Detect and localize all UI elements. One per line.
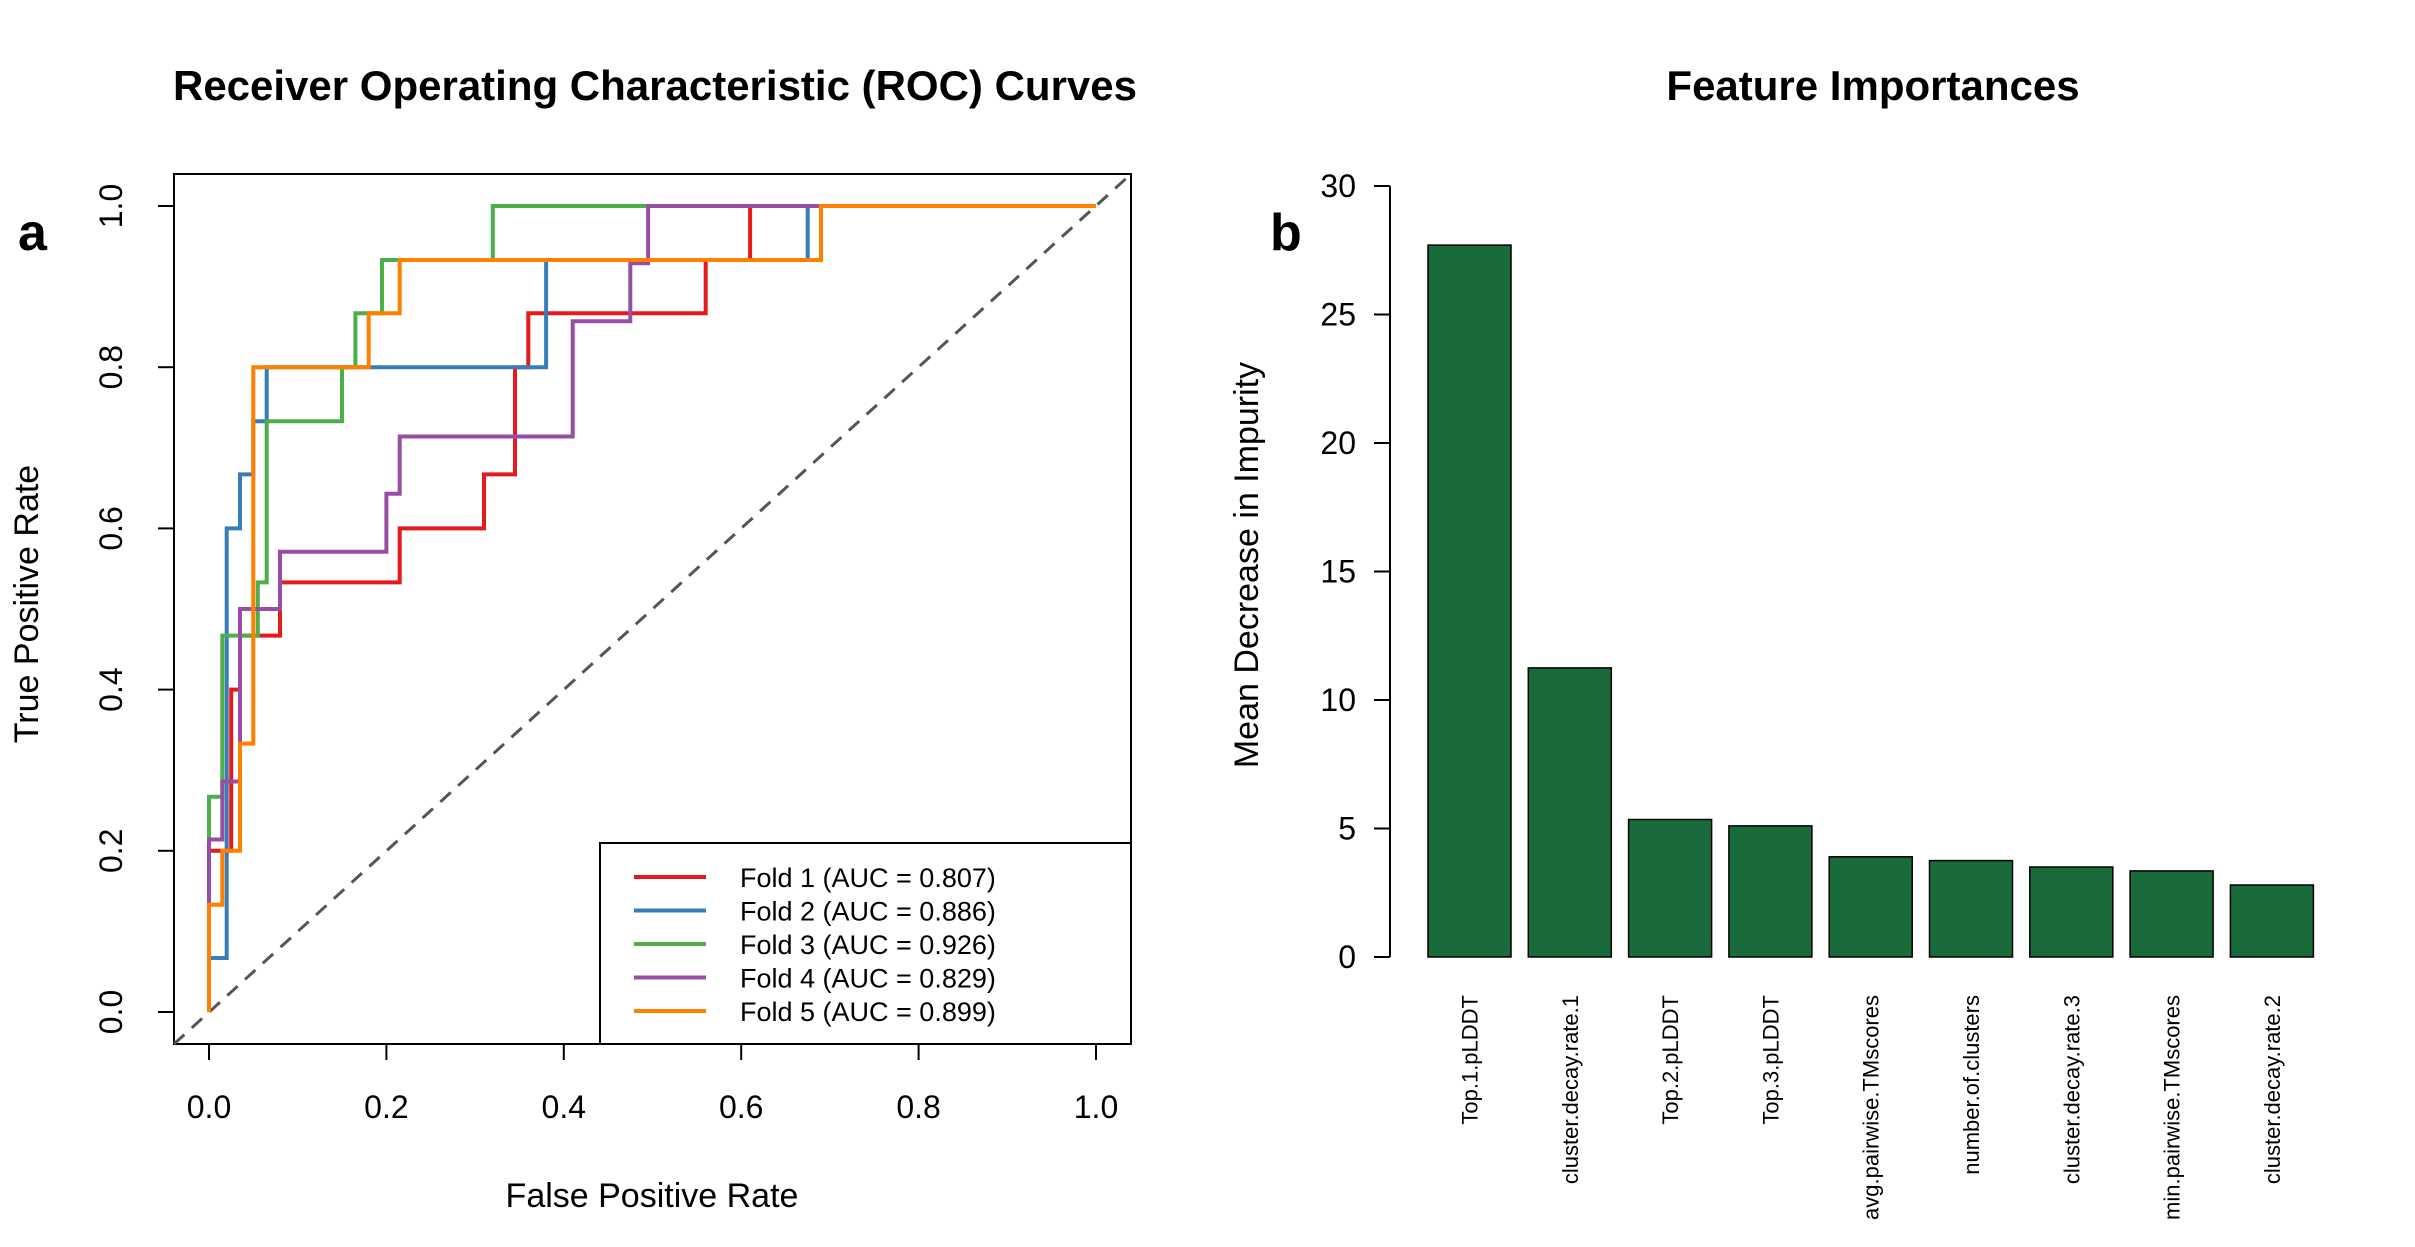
roc-x-axis-label: False Positive Rate: [506, 1177, 799, 1215]
feature-category-label: Top.2.pLDDT: [1658, 995, 1683, 1125]
roc-y-tick-label: 1.0: [93, 184, 129, 228]
roc-legend-label-fold-1: Fold 1 (AUC = 0.807): [740, 863, 996, 893]
feature-category-label: min.pairwise.TMscores: [2160, 995, 2185, 1220]
feature-chart-title: Feature Importances: [1666, 62, 2079, 109]
feature-category-label: Top.3.pLDDT: [1758, 995, 1783, 1125]
feature-category-label: cluster.decay.rate.2: [2260, 995, 2285, 1184]
roc-panel-label: a: [18, 204, 48, 262]
roc-x-tick-label: 0.4: [542, 1089, 586, 1125]
roc-lines-group: [207, 204, 1096, 1012]
feature-bars-group: [1427, 244, 2315, 958]
feature-y-axis-label: Mean Decrease in Impurity: [1228, 362, 1266, 768]
feature-bar-9: [2229, 884, 2315, 958]
feature-bar-5: [1828, 856, 1913, 958]
roc-y-tick-label: 0.4: [93, 667, 129, 711]
roc-x-axis: 0.0 0.2 0.4 0.6 0.8 1.0: [187, 1043, 1118, 1125]
feature-category-label: avg.pairwise.TMscores: [1859, 995, 1884, 1220]
feature-bar-1: [1427, 244, 1512, 958]
feature-category-labels: Top.1.pLDDT cluster.decay.rate.1 Top.2.pLD…: [1458, 995, 2285, 1220]
roc-y-tick-label: 0.0: [93, 990, 129, 1034]
roc-legend-label-fold-3: Fold 3 (AUC = 0.926): [740, 930, 996, 960]
roc-chart-title: Receiver Operating Characteristic (ROC) …: [173, 62, 1137, 109]
roc-legend-label-fold-2: Fold 2 (AUC = 0.886): [740, 897, 996, 927]
feature-importance-panel: Feature Importances b 0 5 10 15 20 25 30 Top.1…: [1228, 62, 2315, 1220]
roc-y-axis: 0.0 0.2 0.4 0.6 0.8 1.0: [93, 184, 175, 1034]
roc-x-tick-label: 0.6: [719, 1089, 763, 1125]
roc-legend-label-fold-4: Fold 4 (AUC = 0.829): [740, 964, 996, 994]
feature-bar-3: [1627, 818, 1713, 958]
feature-category-label: Top.1.pLDDT: [1458, 995, 1483, 1125]
feature-y-tick-label: 30: [1320, 168, 1356, 204]
roc-legend: Fold 1 (AUC = 0.807) Fold 2 (AUC = 0.886)…: [599, 842, 1132, 1045]
feature-bar-7: [2029, 866, 2114, 958]
feature-bar-8: [2129, 870, 2214, 958]
feature-category-label: cluster.decay.rate.3: [2059, 995, 2084, 1184]
roc-curve-fold-4: [207, 204, 1096, 1012]
roc-y-tick-label: 0.6: [93, 506, 129, 550]
roc-panel: Receiver Operating Characteristic (ROC) …: [8, 62, 1137, 1215]
feature-bar-2: [1527, 667, 1613, 958]
feature-category-label: cluster.decay.rate.1: [1558, 995, 1583, 1184]
feature-y-tick-label: 0: [1338, 939, 1356, 975]
feature-y-axis: 0 5 10 15 20 25 30: [1320, 168, 1391, 975]
feature-y-tick-label: 15: [1320, 554, 1356, 590]
roc-y-tick-label: 0.2: [93, 829, 129, 873]
roc-y-axis-label: True Positive Rate: [8, 465, 46, 743]
feature-bar-4: [1728, 825, 1813, 958]
feature-category-label: number.of.clusters: [1959, 995, 1984, 1175]
roc-x-tick-label: 0.2: [364, 1089, 408, 1125]
roc-legend-label-fold-5: Fold 5 (AUC = 0.899): [740, 997, 996, 1027]
roc-x-tick-label: 1.0: [1074, 1089, 1118, 1125]
roc-legend-box: [599, 842, 1132, 1045]
roc-x-tick-label: 0.0: [187, 1089, 231, 1125]
roc-y-tick-label: 0.8: [93, 345, 129, 389]
feature-bar-6: [1928, 859, 2014, 958]
feature-y-tick-label: 10: [1320, 682, 1356, 718]
feature-y-tick-label: 25: [1320, 297, 1356, 333]
roc-x-tick-label: 0.8: [896, 1089, 940, 1125]
feature-y-tick-label: 20: [1320, 425, 1356, 461]
roc-curve-fold-1: [207, 204, 1096, 1012]
feature-panel-label: b: [1270, 204, 1302, 262]
feature-y-tick-label: 5: [1338, 811, 1356, 847]
roc-curve-fold-5: [207, 204, 1096, 1012]
